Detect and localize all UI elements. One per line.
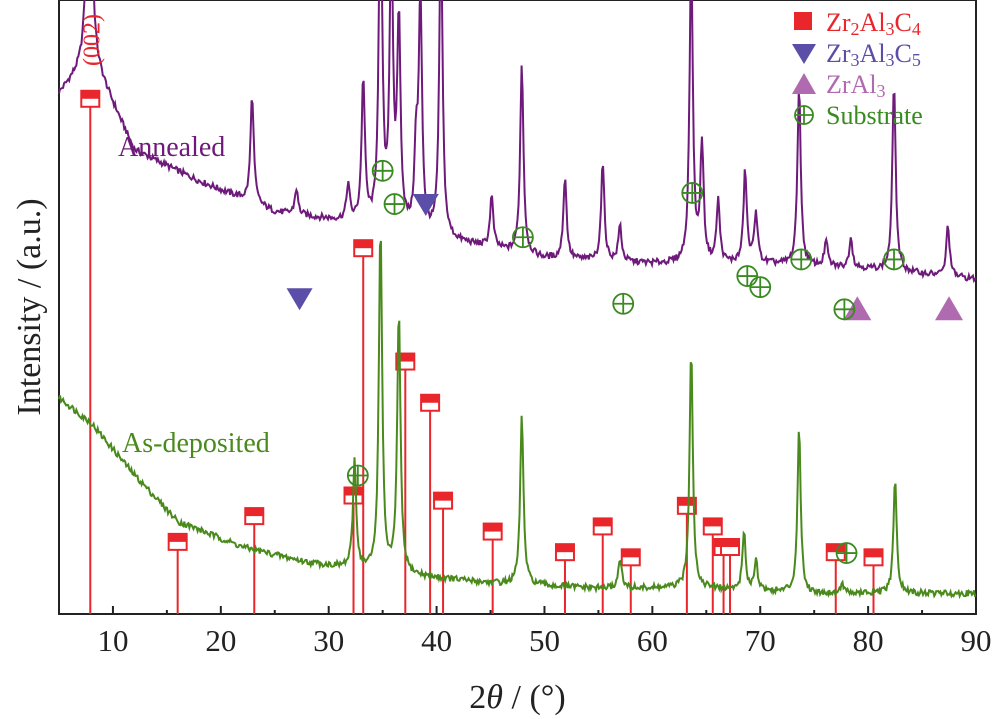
phase-markers [286,159,964,564]
substrate-marker [383,193,406,215]
x-tick-label: 70 [745,623,776,658]
substrate-marker [883,248,905,271]
plot-frame [58,0,977,615]
x-axis-title: 2θ / (°) [469,679,565,716]
peak-annotation: (002) [79,14,105,66]
legend-label: Zr3Al3C5 [826,39,921,70]
zr2al3c4-marker [720,538,741,557]
substrate-marker [833,298,856,321]
legend-label-part: Al [860,39,886,68]
zr3al3c5-marker [286,288,313,311]
marker-fill [483,523,502,532]
legend-swatch [794,12,812,30]
zr2al3c4-marker [863,548,884,567]
legend-label-part: C [895,8,912,37]
x-tick-label: 40 [421,623,452,658]
x-tick-label: 30 [313,623,344,658]
substrate-marker [749,276,772,299]
x-tick-label: 50 [529,623,560,658]
substrate-marker [835,542,858,564]
legend-label: Substrate [826,101,923,130]
legend-label: Zr2Al3C4 [826,8,921,39]
legend-subscript: 3 [886,19,895,39]
legend-subscript: 2 [851,19,860,39]
legend-label-part: Zr [826,8,851,37]
legend-subscript: 3 [877,81,886,101]
series-line-as-deposited [58,240,977,600]
marker-fill [434,492,453,501]
series-line-annealed [58,0,977,284]
legend-label-part: Substrate [826,101,923,130]
x-tick-label: 20 [205,623,236,658]
marker-fill [677,497,696,506]
y-axis-title: Intensity / (a.u.) [11,198,48,415]
x-tick-label: 80 [853,623,884,658]
curves [58,0,977,600]
legend-label-part: Al [860,8,886,37]
x-axis-title-part: / (°) [503,679,566,716]
zral3-marker [935,296,964,321]
legend-label: ZrAl3 [826,70,886,101]
zr2al3c4-marker [620,548,641,567]
marker-fill [621,549,640,558]
substrate-marker [346,464,369,487]
legend-label-part: C [895,39,912,68]
x-tick-label: 90 [961,623,992,658]
curve-label-annealed: Annealed [118,132,225,163]
x-tick-label: 60 [637,623,668,658]
marker-fill [721,539,740,548]
reference-sticks [80,89,884,614]
legend-entry: Zr2Al3C4 [794,8,921,39]
marker-fill [593,518,612,527]
zr2al3c4-marker [80,89,101,108]
zr2al3c4-marker [702,517,723,536]
legend-swatch [792,73,816,94]
substrate-marker [371,159,394,182]
marker-fill [703,518,722,527]
x-axis-title-part: 2 [469,679,486,716]
marker-fill [168,533,187,542]
x-tick-label: 10 [97,623,128,658]
zr2al3c4-marker [167,532,188,551]
zr2al3c4-marker [592,517,613,536]
legend-label-part: ZrAl [826,70,877,99]
zr2al3c4-marker [420,393,441,412]
substrate-marker [736,265,759,287]
legend-entry: Substrate [794,101,923,130]
legend-entry: ZrAl3 [792,70,886,101]
marker-fill [421,394,440,403]
curve-label-as-deposited: As-deposited [122,428,270,459]
zral3-marker [843,296,872,321]
substrate-marker [511,226,534,249]
zr2al3c4-marker [353,239,374,258]
zr2al3c4-marker [554,543,575,562]
zr2al3c4-marker [676,496,697,515]
legend-subscript: 3 [851,50,860,70]
legend-label-part: Zr [826,39,851,68]
zr2al3c4-marker [244,507,265,526]
marker-fill [555,544,574,553]
legend-swatch [792,44,816,64]
marker-fill [245,508,264,517]
legend-entry: Zr3Al3C5 [792,39,921,70]
legend-subscript: 3 [886,50,895,70]
substrate-marker [612,292,635,315]
marker-fill [354,240,373,249]
legend-subscript: 4 [912,19,921,39]
marker-fill [81,90,100,99]
x-axis-title-theta: θ [486,679,503,716]
marker-fill [396,353,415,362]
x-ticks: 10 20 30 40 50 60 70 80 90 [58,606,992,658]
substrate-marker [681,182,704,204]
zr3al3c5-marker [412,194,439,217]
marker-fill [864,549,883,558]
zr2al3c4-marker [433,491,454,510]
zr2al3c4-marker [482,522,503,541]
marker-fill [826,544,845,553]
legend-subscript: 5 [912,50,921,70]
substrate-marker [790,248,813,271]
